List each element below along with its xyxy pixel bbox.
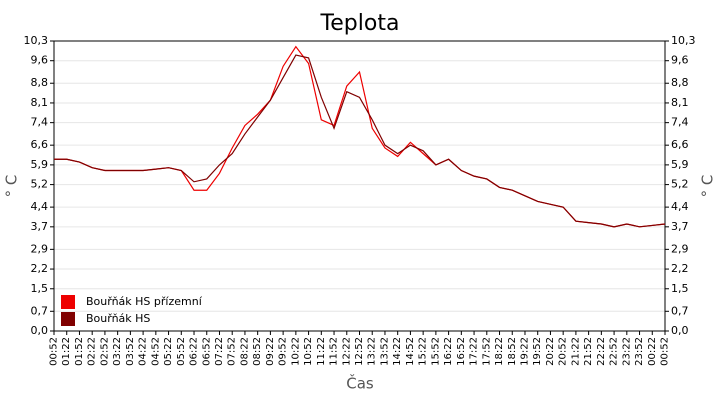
y-tick-label: 5,9 <box>31 158 49 171</box>
y2-tick-label: 8,1 <box>671 96 689 109</box>
x-tick-label: 21:22 <box>570 337 581 366</box>
y-tick-label: 2,2 <box>31 262 49 275</box>
x-tick-label: 12:52 <box>354 337 365 366</box>
x-tick-label: 15:22 <box>418 337 429 366</box>
x-tick-label: 00:52 <box>660 337 671 366</box>
x-tick-label: 12:22 <box>341 337 352 366</box>
chart-title: Teplota <box>320 11 400 36</box>
x-tick-label: 01:52 <box>74 337 85 366</box>
y2-tick-label: 4,4 <box>671 200 689 213</box>
x-tick-label: 17:22 <box>469 337 480 366</box>
y2-axis-label: ° C <box>699 175 717 198</box>
x-tick-label: 05:22 <box>163 337 174 366</box>
x-tick-label: 00:52 <box>49 337 60 366</box>
y-tick-label: 9,6 <box>31 54 49 67</box>
y-tick-label: 0,0 <box>31 324 49 337</box>
x-tick-label: 04:22 <box>138 337 149 366</box>
y-tick-label: 0,7 <box>31 304 49 317</box>
x-tick-label: 11:22 <box>316 337 327 366</box>
legend-marker <box>61 312 75 326</box>
x-tick-label: 06:52 <box>201 337 212 366</box>
x-tick-label: 13:52 <box>379 337 390 366</box>
x-tick-label: 06:22 <box>189 337 200 366</box>
y2-tick-label: 10,3 <box>671 34 696 47</box>
x-tick-label: 05:52 <box>176 337 187 366</box>
x-tick-label: 09:52 <box>278 337 289 366</box>
y-axis-label: ° C <box>3 175 21 198</box>
y-tick-label: 6,6 <box>31 138 49 151</box>
x-tick-label: 21:52 <box>583 337 594 366</box>
x-tick-label: 16:52 <box>456 337 467 366</box>
line <box>54 54 666 228</box>
y-tick-label: 2,9 <box>31 242 49 255</box>
legend-label: Bouřňák HS přízemní <box>86 295 203 308</box>
x-tick-label: 19:22 <box>519 337 530 366</box>
y-tick-label: 7,4 <box>31 116 49 129</box>
x-tick-label: 09:22 <box>265 337 276 366</box>
x-tick-label: 00:22 <box>647 337 658 366</box>
y-tick-label: 5,2 <box>31 178 49 191</box>
y-tick-label: 3,7 <box>31 220 49 233</box>
x-tick-label: 22:52 <box>609 337 620 366</box>
y2-tick-label: 2,2 <box>671 262 689 275</box>
x-tick-label: 02:22 <box>87 337 98 366</box>
y2-tick-label: 0,7 <box>671 304 689 317</box>
x-tick-label: 01:22 <box>61 337 72 366</box>
x-tick-label: 18:22 <box>494 337 505 366</box>
x-tick-label: 17:52 <box>481 337 492 366</box>
y-tick-label: 10,3 <box>24 34 49 47</box>
y-tick-label: 4,4 <box>31 200 49 213</box>
y2-tick-label: 6,6 <box>671 138 689 151</box>
y2-tick-label: 9,6 <box>671 54 689 67</box>
x-tick-label: 03:52 <box>125 337 136 366</box>
legend-label: Bouřňák HS <box>86 312 150 325</box>
line <box>54 45 666 228</box>
x-tick-label: 19:52 <box>532 337 543 366</box>
plot-frame <box>53 40 666 332</box>
y-tick-label: 8,8 <box>31 76 49 89</box>
y2-tick-label: 3,7 <box>671 220 689 233</box>
y2-tick-label: 1,5 <box>671 282 689 295</box>
x-tick-label: 18:52 <box>507 337 518 366</box>
x-tick-label: 03:22 <box>112 337 123 366</box>
x-tick-label: 15:52 <box>430 337 441 366</box>
x-tick-label: 13:22 <box>367 337 378 366</box>
x-tick-label: 07:22 <box>214 337 225 366</box>
x-tick-label: 07:52 <box>227 337 238 366</box>
x-tick-label: 16:22 <box>443 337 454 366</box>
x-tick-label: 08:52 <box>252 337 263 366</box>
x-tick-label: 14:52 <box>405 337 416 366</box>
legend-marker <box>61 295 75 309</box>
x-axis-label: Čas <box>346 374 374 393</box>
y2-tick-label: 5,9 <box>671 158 689 171</box>
x-tick-label: 10:22 <box>290 337 301 366</box>
x-tick-label: 10:52 <box>303 337 314 366</box>
x-tick-label: 08:22 <box>239 337 250 366</box>
y2-tick-label: 5,2 <box>671 178 689 191</box>
y2-tick-label: 0,0 <box>671 324 689 337</box>
y2-tick-label: 7,4 <box>671 116 689 129</box>
x-tick-label: 02:52 <box>99 337 110 366</box>
x-tick-label: 23:22 <box>621 337 632 366</box>
x-tick-label: 14:22 <box>392 337 403 366</box>
x-tick-label: 22:22 <box>596 337 607 366</box>
y2-tick-label: 8,8 <box>671 76 689 89</box>
y-tick-label: 1,5 <box>31 282 49 295</box>
x-tick-label: 20:22 <box>545 337 556 366</box>
y2-tick-label: 2,9 <box>671 242 689 255</box>
x-tick-label: 23:52 <box>634 337 645 366</box>
y-tick-label: 8,1 <box>31 96 49 109</box>
x-tick-label: 11:52 <box>329 337 340 366</box>
x-tick-label: 20:52 <box>558 337 569 366</box>
x-tick-label: 04:52 <box>150 337 161 366</box>
